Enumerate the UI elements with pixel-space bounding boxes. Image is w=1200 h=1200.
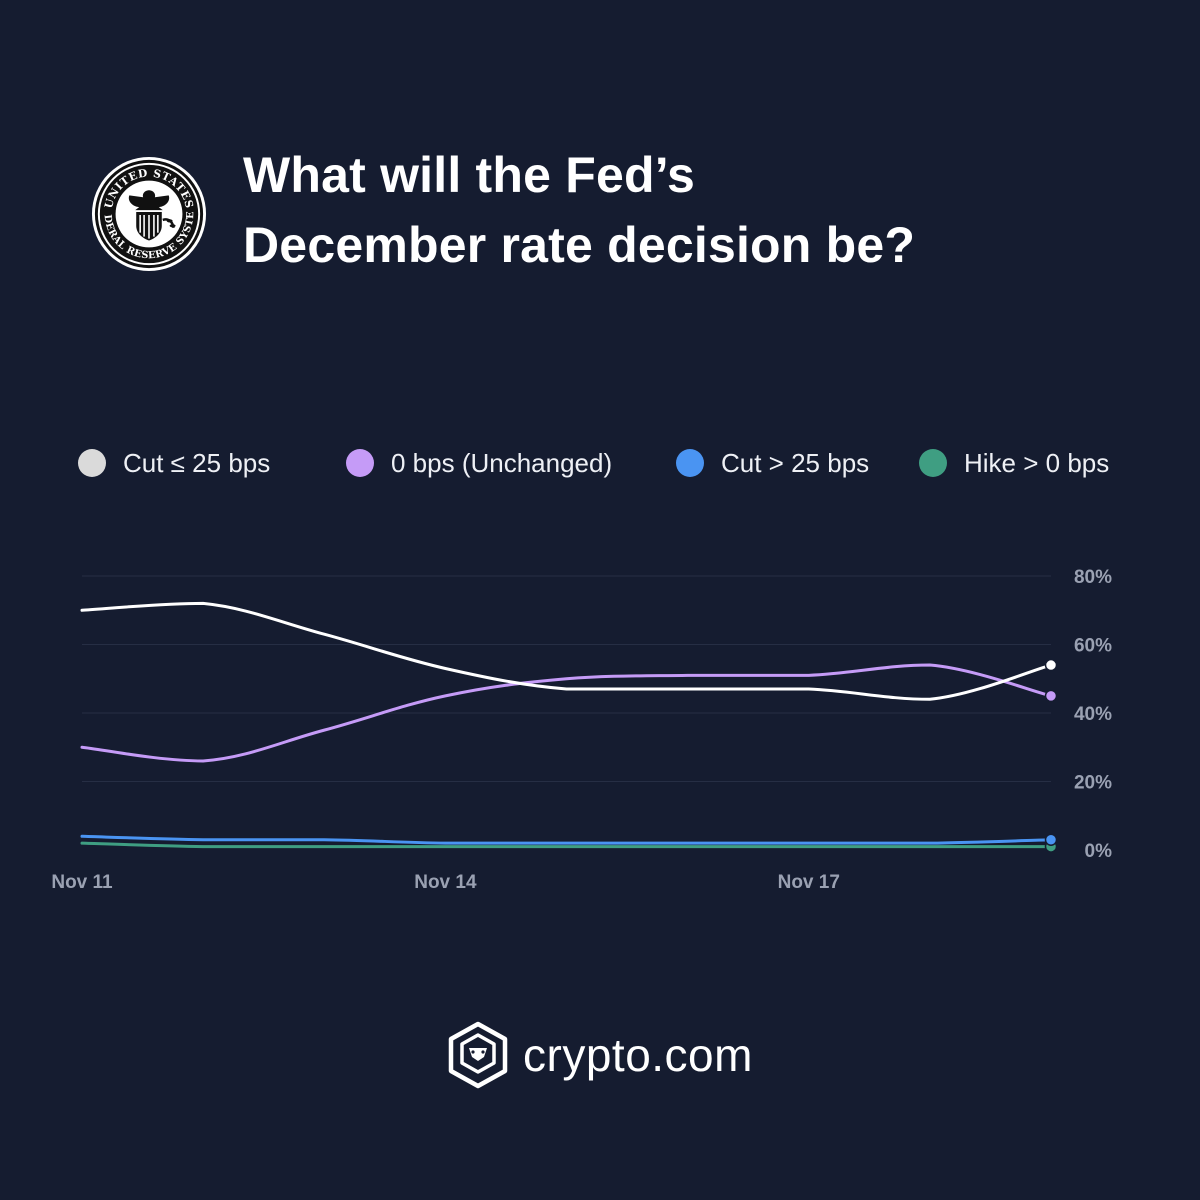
footer-brand: crypto.com [0,1020,1200,1090]
legend-dot-hike [919,449,947,477]
legend-item-cut-le-25: Cut ≤ 25 bps [78,440,270,486]
legend-item-unchanged: 0 bps (Unchanged) [346,440,612,486]
y-tick-label: 0% [1085,841,1113,862]
crypto-com-lion-icon [448,1021,508,1089]
brand-name: crypto.com [523,1029,753,1081]
page-title: What will the Fed’s December rate decisi… [243,140,1143,280]
y-tick-label: 80% [1074,567,1112,588]
x-tick-label: Nov 17 [778,872,840,893]
series-line-1 [80,663,1053,763]
probability-line-chart: 80% 60% 40% 20% 0% Nov 11 Nov 14 Nov 17 [51,567,1113,893]
series-line-0 [80,601,1053,701]
y-tick-label: 60% [1074,636,1112,657]
legend-dot-unchanged [346,449,374,477]
federal-reserve-seal: UNITED STATES FEDERAL RESERVE SYSTEM [90,155,207,272]
title-line-2: December rate decision be? [243,217,916,273]
y-tick-label: 40% [1074,704,1112,725]
y-tick-label: 20% [1074,773,1112,794]
series-end-point-1 [1044,689,1058,703]
title-line-1: What will the Fed’s [243,147,695,203]
legend-dot-cut-le-25 [78,449,106,477]
legend-label-unchanged: 0 bps (Unchanged) [391,447,613,478]
legend-item-hike: Hike > 0 bps [919,440,1109,486]
legend-label-cut-gt-25: Cut > 25 bps [721,447,870,478]
legend-item-cut-gt-25: Cut > 25 bps [676,440,869,486]
series-line-2 [80,834,1053,845]
series-line-3 [80,841,1053,849]
chart-legend: Cut ≤ 25 bps 0 bps (Unchanged) Cut > 25 … [0,440,1200,486]
legend-label-hike: Hike > 0 bps [964,447,1110,478]
series-end-point-2 [1044,833,1058,846]
legend-dot-cut-gt-25 [676,449,704,477]
legend-label-cut-le-25: Cut ≤ 25 bps [123,447,271,478]
x-tick-label: Nov 14 [414,872,477,893]
x-tick-label: Nov 11 [51,872,113,893]
series-end-point-0 [1044,658,1058,672]
